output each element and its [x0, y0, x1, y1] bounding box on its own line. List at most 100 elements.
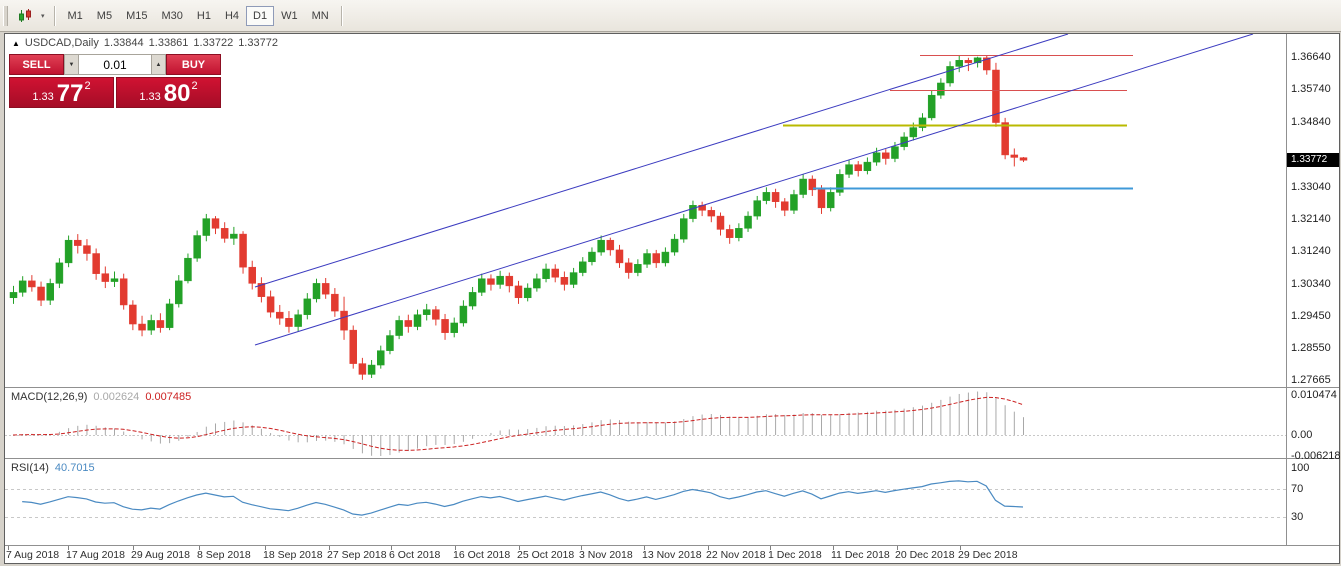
date-tick-mark: [68, 546, 69, 550]
sell-price-major: 1.33: [32, 91, 54, 103]
price-axis-label: 1.35740: [1291, 83, 1331, 96]
date-tick-mark: [265, 546, 266, 550]
buy-price-point: 2: [191, 80, 198, 92]
price-axis-label: 1.31240: [1291, 245, 1331, 258]
macd-name: MACD(12,26,9): [11, 391, 88, 403]
date-axis-label: 16 Oct 2018: [453, 549, 511, 561]
date-axis-label: 7 Aug 2018: [6, 549, 60, 561]
macd-pane-splitter[interactable]: [5, 387, 1339, 388]
chart-ohlc-header: ▲ USDCAD,Daily 1.33844 1.33861 1.33722 1…: [12, 37, 278, 49]
date-axis-label: 13 Nov 2018: [642, 549, 702, 561]
date-tick-mark: [199, 546, 200, 550]
date-axis-label: 1 Dec 2018: [768, 549, 822, 561]
horizontal-level-lines[interactable]: [783, 55, 1133, 190]
date-axis-label: 20 Dec 2018: [895, 549, 955, 561]
price-axis-label: 1.32140: [1291, 212, 1331, 225]
high-value: 1.33861: [148, 37, 189, 49]
buy-price-pips: 80: [163, 80, 191, 107]
buy-button[interactable]: BUY: [166, 54, 221, 75]
price-axis-label: 1.36640: [1291, 51, 1331, 64]
timeframe-button-m1[interactable]: M1: [61, 6, 90, 26]
date-axis-label: 29 Dec 2018: [958, 549, 1018, 561]
macd-pane[interactable]: [5, 388, 1286, 458]
timeframe-button-w1[interactable]: W1: [274, 6, 305, 26]
close-value: 1.33772: [238, 37, 278, 49]
macd-signal-value: 0.007485: [145, 391, 192, 403]
date-axis-label: 29 Aug 2018: [131, 549, 190, 561]
macd-axis-label: 0.010474: [1291, 388, 1337, 401]
date-axis-label: 11 Dec 2018: [831, 549, 890, 561]
price-axis-line: [1286, 34, 1287, 545]
rsi-indicator-label: RSI(14) 40.7015: [11, 462, 95, 474]
volume-decrease-button[interactable]: ▼: [64, 54, 79, 75]
rsi-value: 40.7015: [54, 462, 95, 474]
chart-type-button[interactable]: [13, 5, 37, 27]
main-price-pane[interactable]: [5, 34, 1286, 387]
date-axis-label: 22 Nov 2018: [706, 549, 766, 561]
macd-main-value: 0.002624: [93, 391, 140, 403]
date-tick-mark: [133, 546, 134, 550]
rsi-canvas: [5, 480, 1286, 518]
price-axis-label: 1.33040: [1291, 180, 1331, 193]
candlestick-series: [9, 55, 1028, 380]
rsi-axis-label: 100: [1291, 462, 1310, 474]
date-axis[interactable]: 7 Aug 2018 17 Aug 2018 29 Aug 2018 8 Sep 20…: [5, 546, 1339, 563]
date-tick-mark: [897, 546, 898, 550]
channel-upper: [254, 34, 1069, 288]
date-axis-label: 3 Nov 2018: [579, 549, 633, 561]
timeframe-button-mn[interactable]: MN: [305, 6, 336, 26]
sell-button[interactable]: SELL: [9, 54, 64, 75]
current-price-tag: 1.33772: [1287, 153, 1339, 168]
timeframe-button-m30[interactable]: M30: [154, 6, 189, 26]
date-tick-mark: [708, 546, 709, 550]
volume-increase-button[interactable]: ▲: [151, 54, 166, 75]
timeframes-toolbar: ▾ M1 M5 M15 M30 H1 H4 D1 W1 MN: [0, 0, 1341, 32]
channel-lower: [254, 34, 1254, 346]
price-axis-label: 1.30340: [1291, 277, 1331, 290]
price-axis-label: 1.27665: [1291, 373, 1331, 386]
timeframe-button-h4[interactable]: H4: [218, 6, 246, 26]
date-tick-mark: [519, 546, 520, 550]
toolbar-separator-right: [340, 5, 343, 26]
date-tick-mark: [581, 546, 582, 550]
trade-panel-quotes: 1.33 77 2 1.33 80 2: [9, 77, 221, 108]
macd-indicator-label: MACD(12,26,9) 0.002624 0.007485: [11, 391, 191, 403]
trade-panel-toggle[interactable]: ▲: [12, 38, 20, 48]
date-tick-mark: [644, 546, 645, 550]
sell-quote-button[interactable]: 1.33 77 2: [9, 77, 114, 108]
rsi-pane[interactable]: [5, 459, 1286, 545]
date-axis-label: 27 Sep 2018: [327, 549, 387, 561]
macd-canvas: [5, 391, 1286, 456]
chart-type-dropdown-caret[interactable]: ▾: [37, 5, 49, 27]
low-value: 1.33722: [193, 37, 234, 49]
rsi-line: [22, 480, 1024, 516]
timeframe-button-h1[interactable]: H1: [190, 6, 218, 26]
timeframe-button-m15[interactable]: M15: [119, 6, 154, 26]
sell-price-pips: 77: [56, 80, 84, 107]
rsi-pane-splitter[interactable]: [5, 458, 1339, 459]
buy-price-major: 1.33: [139, 91, 161, 103]
price-axis-label: 1.34840: [1291, 115, 1331, 128]
trend-channel-lines[interactable]: [254, 34, 1254, 346]
buy-quote-button[interactable]: 1.33 80 2: [116, 77, 221, 108]
symbol-period-label: USDCAD,Daily: [24, 37, 99, 49]
macd-axis-label: -0.006218: [1291, 450, 1341, 462]
timeframe-button-group: M1 M5 M15 M30 H1 H4 D1 W1 MN: [61, 5, 336, 26]
date-axis-label: 18 Sep 2018: [263, 549, 323, 561]
open-value: 1.33844: [103, 37, 144, 49]
rsi-axis-label: 70: [1291, 483, 1304, 495]
price-axis-label: 1.29450: [1291, 309, 1331, 322]
price-axis-label: 1.28550: [1291, 342, 1331, 355]
macd-histogram: [22, 391, 1024, 456]
toolbar-separator: [53, 5, 56, 26]
timeframe-button-d1[interactable]: D1: [246, 5, 275, 26]
date-axis-border: [5, 545, 1339, 546]
timeframe-button-m5[interactable]: M5: [90, 6, 119, 26]
date-axis-label: 8 Sep 2018: [197, 549, 251, 561]
volume-input[interactable]: 0.01: [79, 54, 151, 75]
date-axis-label: 6 Oct 2018: [389, 549, 441, 561]
trade-panel-controls: SELL ▼ 0.01 ▲ BUY: [9, 54, 221, 75]
date-tick-mark: [8, 546, 9, 550]
toolbar-grip[interactable]: [3, 5, 8, 26]
